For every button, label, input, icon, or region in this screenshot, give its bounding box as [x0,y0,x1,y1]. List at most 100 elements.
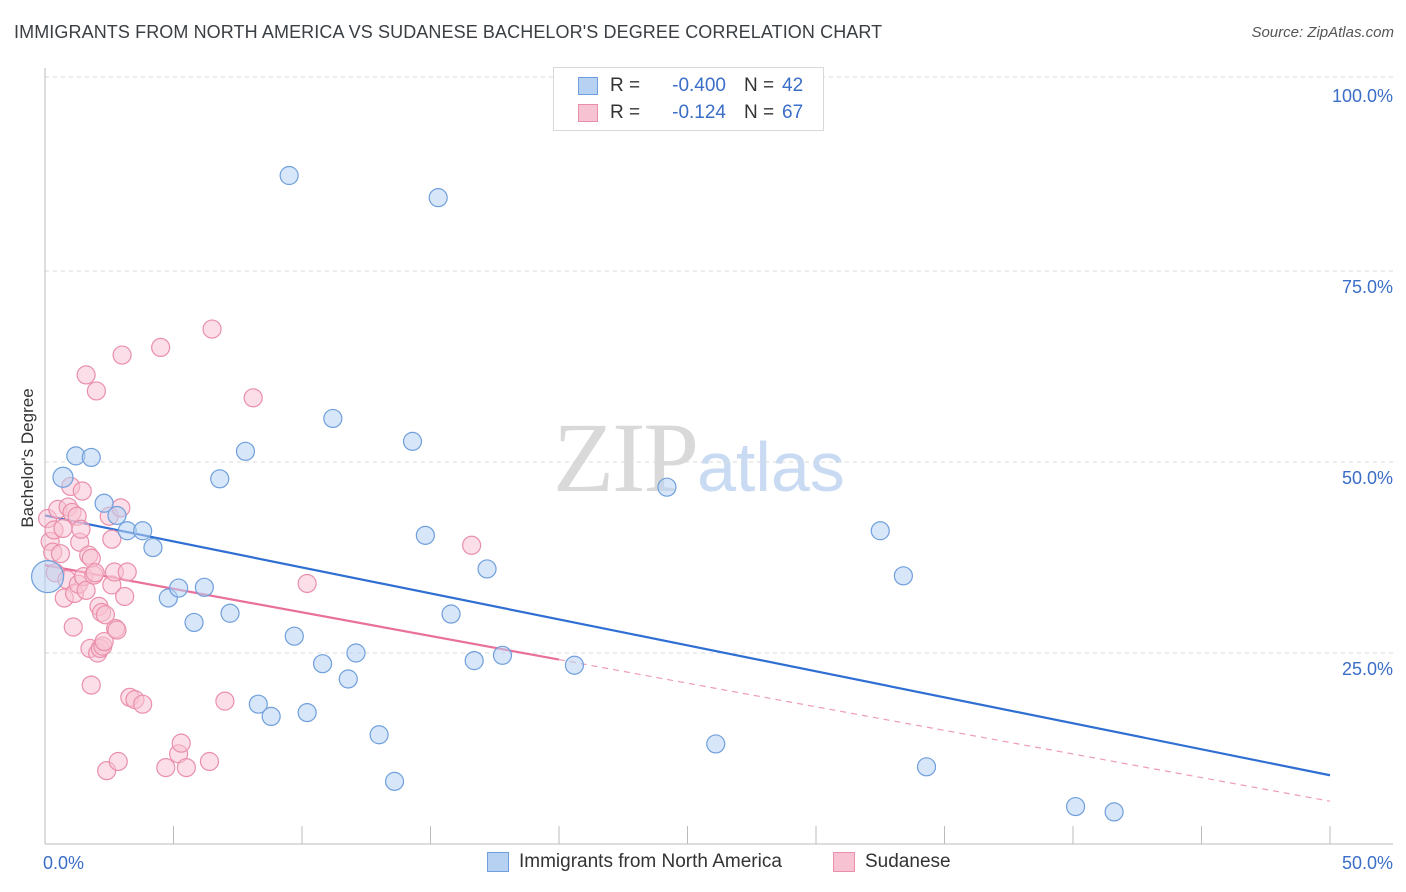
y-tick-label: 25.0% [1342,659,1393,679]
point-north-america [870,521,890,541]
point-sudanese [151,337,171,357]
trend-line-pink-extension [558,658,1331,802]
point-sudanese [95,605,115,625]
point-north-america [338,669,358,689]
point-north-america [169,578,189,598]
point-sudanese [171,733,191,753]
point-sudanese [63,617,83,637]
point-sudanese [133,694,153,714]
y-tick-label: 75.0% [1342,277,1393,297]
point-north-america [220,603,240,623]
point-sudanese [71,519,91,539]
point-north-america [916,757,937,777]
point-sudanese [243,388,263,408]
point-north-america [194,577,214,597]
legend-n-value: 42 [782,75,804,96]
legend-r-value: -0.124 [672,102,726,123]
legend-r-value: -0.400 [672,75,726,96]
point-north-america [30,559,65,594]
tick-labels: 25.0% 50.0% 75.0% 100.0% 0.0% 50.0% [43,86,1393,873]
point-sudanese [297,573,317,594]
point-sudanese [115,586,135,607]
point-sudanese [94,631,114,652]
point-north-america [346,643,366,663]
pink-swatch [578,104,598,122]
trend-lines [44,514,1331,802]
point-sudanese [112,345,132,365]
point-north-america [428,188,448,208]
point-north-america [279,165,299,186]
point-north-america [184,612,204,633]
axes [44,68,1393,845]
point-sudanese [199,751,220,772]
legend-row-pink: R = -0.124 N = 67 [578,100,803,126]
point-sudanese [76,365,96,385]
legend-item-sudanese[interactable]: Sudanese [833,851,951,873]
legend-n-label: N = [744,102,775,123]
point-north-america [384,771,405,791]
watermark-atlas: atlas [697,428,845,506]
point-sudanese [215,691,235,711]
x-tick-label: 0.0% [43,853,84,873]
point-north-america [323,408,343,429]
point-north-america [706,734,726,754]
legend-item-north-america[interactable]: Immigrants from North America [487,851,782,873]
y-tick-label: 50.0% [1342,468,1393,488]
point-north-america [107,505,127,526]
point-sudanese [117,562,137,582]
correlation-legend: R = -0.400 N = 42 R = -0.124 N = 67 [553,67,824,131]
point-sudanese [76,580,96,600]
point-north-america [81,447,101,468]
point-north-america [210,469,230,489]
point-north-america [261,706,281,727]
point-north-america [893,566,913,586]
legend-row-blue: R = -0.400 N = 42 [578,73,803,99]
legend-n-value: 67 [782,102,804,123]
data-points [30,165,1124,822]
trend-line-blue [44,514,1331,777]
legend-label: Immigrants from North America [519,851,782,872]
legend-r-label: R = [610,75,641,96]
point-sudanese [176,757,196,778]
point-north-america [143,537,163,558]
watermark-zip: ZIP [553,402,699,513]
point-north-america [235,441,256,461]
point-sudanese [72,481,92,501]
point-sudanese [53,518,73,539]
point-north-america [284,626,304,646]
point-sudanese [81,675,101,695]
point-north-america [133,521,153,541]
blue-swatch [487,852,509,872]
legend-label: Sudanese [865,851,951,872]
point-north-america [1104,802,1124,822]
point-sudanese [85,563,105,583]
point-sudanese [107,620,127,640]
series-legend: Immigrants from North America Sudanese [0,851,1406,877]
gridlines [45,76,1393,654]
point-sudanese [108,751,128,772]
point-sudanese [202,319,222,339]
point-north-america [402,431,423,451]
pink-swatch [833,852,855,872]
point-north-america [441,604,461,624]
chart-title: IMMIGRANTS FROM NORTH AMERICA VS SUDANES… [14,22,883,42]
blue-swatch [578,77,598,95]
y-tick-label: 100.0% [1332,86,1393,106]
point-north-america [94,493,114,513]
point-sudanese [102,529,122,549]
legend-n-label: N = [744,75,775,96]
point-north-america [312,654,333,674]
point-north-america [369,725,389,745]
point-sudanese [86,381,107,401]
point-north-america [464,651,484,671]
watermark: ZIPatlas [553,400,845,515]
x-tick-label: 50.0% [1342,853,1393,873]
point-north-america [297,702,317,723]
point-north-america [477,559,497,579]
point-north-america [657,477,677,497]
point-north-america [52,466,74,488]
point-sudanese [50,544,71,564]
point-north-america [492,645,513,665]
point-north-america [415,525,435,545]
